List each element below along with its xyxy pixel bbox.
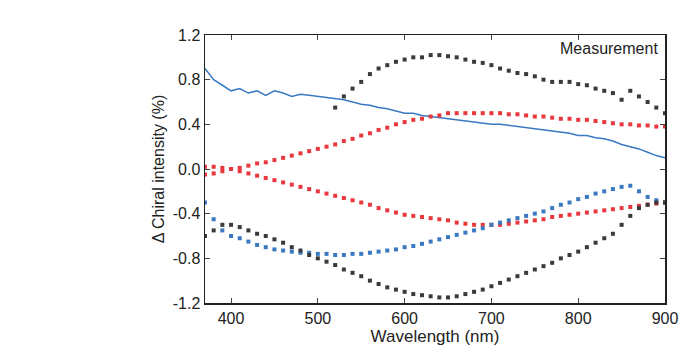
svg-text:800: 800: [565, 310, 592, 327]
svg-text:500: 500: [304, 310, 331, 327]
svg-text:0.8: 0.8: [178, 71, 200, 88]
svg-text:0.0: 0.0: [178, 161, 200, 178]
svg-text:900: 900: [652, 310, 679, 327]
svg-text:-0.4: -0.4: [173, 205, 201, 222]
svg-text:400: 400: [218, 310, 245, 327]
svg-text:-0.8: -0.8: [173, 250, 201, 267]
svg-text:Δ Chiral intensity (%): Δ Chiral intensity (%): [150, 95, 167, 244]
svg-text:Measurement: Measurement: [560, 40, 658, 57]
svg-text:700: 700: [478, 310, 505, 327]
svg-text:600: 600: [391, 310, 418, 327]
svg-text:1.2: 1.2: [178, 27, 200, 44]
svg-text:-1.2: -1.2: [173, 295, 201, 312]
svg-text:0.4: 0.4: [178, 116, 200, 133]
svg-text:Wavelength (nm): Wavelength (nm): [371, 327, 500, 346]
